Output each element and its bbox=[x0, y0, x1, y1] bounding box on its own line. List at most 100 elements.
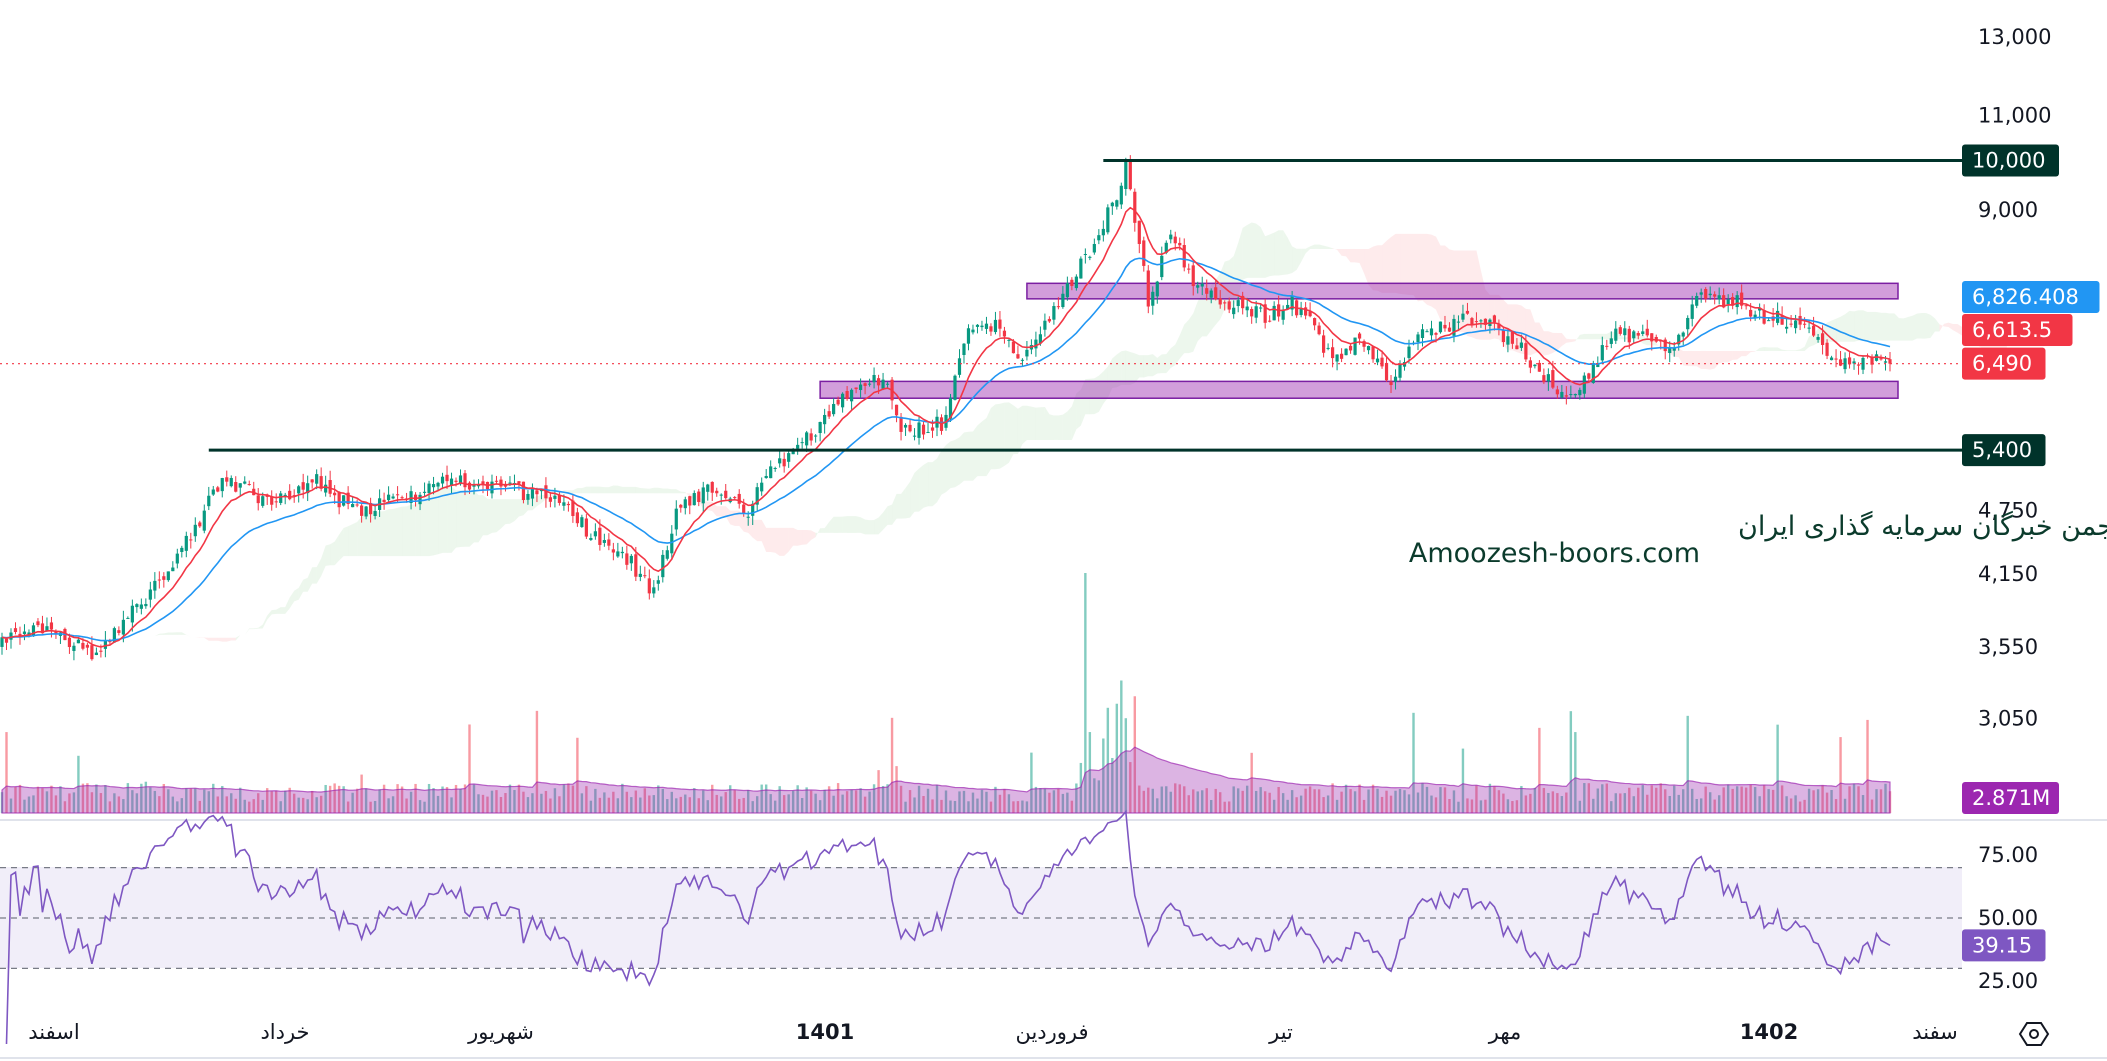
volume-bar bbox=[216, 796, 219, 813]
volume-bar bbox=[1313, 789, 1316, 813]
volume-bar bbox=[400, 786, 404, 813]
candle-body bbox=[1645, 328, 1649, 336]
cloud-segment bbox=[271, 609, 277, 615]
volume-bar bbox=[171, 796, 175, 813]
time-axis-label: فروردین bbox=[1015, 1020, 1088, 1044]
cloud-segment bbox=[384, 509, 389, 557]
cloud-segment bbox=[1678, 348, 1684, 366]
cloud-segment bbox=[1022, 405, 1027, 445]
volume-bar bbox=[697, 798, 700, 813]
candle-body bbox=[1843, 358, 1847, 370]
price-axis[interactable]: 13,000 11,000 9,000 4,750 4,150 3,550 3,050 75.… bbox=[1962, 25, 2100, 993]
cloud-segment bbox=[478, 495, 483, 543]
cloud-segment bbox=[1013, 405, 1018, 455]
time-axis-label: اسفند bbox=[28, 1020, 79, 1044]
cloud-segment bbox=[1485, 289, 1490, 340]
candle-body bbox=[1542, 375, 1546, 383]
candle-body bbox=[1672, 348, 1676, 351]
volume-bar bbox=[1740, 786, 1743, 813]
volume-bar bbox=[328, 785, 332, 813]
volume-bar bbox=[239, 787, 242, 813]
cloud-segment bbox=[1916, 312, 1922, 339]
volume-bar bbox=[1488, 783, 1492, 813]
candle-body bbox=[1578, 389, 1582, 396]
volume-bar bbox=[702, 790, 705, 813]
volume-bar bbox=[288, 787, 291, 813]
settings-icon[interactable] bbox=[2018, 1022, 2050, 1046]
cloud-segment bbox=[370, 509, 376, 557]
volume-bar bbox=[1682, 789, 1685, 813]
candle-body bbox=[885, 383, 890, 385]
cloud-segment bbox=[959, 432, 964, 485]
cloud-segment bbox=[1296, 248, 1302, 270]
candle-body bbox=[1052, 306, 1056, 320]
volume-bar bbox=[72, 792, 76, 813]
candle-body bbox=[975, 324, 980, 327]
candle-body bbox=[328, 480, 332, 494]
volume-bar bbox=[1412, 712, 1415, 813]
candle-body bbox=[463, 473, 467, 488]
cloud-segment bbox=[608, 485, 614, 494]
volume-bar bbox=[558, 796, 561, 813]
volume-bar bbox=[733, 790, 736, 813]
volume-bar bbox=[1228, 801, 1231, 813]
candle-body bbox=[45, 626, 49, 632]
candle-body bbox=[1555, 389, 1559, 395]
volume-bar bbox=[1331, 783, 1334, 813]
volume-bar bbox=[1852, 783, 1856, 813]
candle-body bbox=[1708, 293, 1712, 296]
candle-body bbox=[1056, 306, 1060, 308]
volume-bar bbox=[441, 786, 444, 813]
volume-bar bbox=[378, 789, 381, 813]
volume-bar bbox=[194, 788, 197, 813]
cloud-segment bbox=[833, 516, 839, 533]
candle-body bbox=[827, 411, 831, 417]
candle-body bbox=[1259, 307, 1263, 309]
volume-bar bbox=[1717, 795, 1721, 813]
cloud-segment bbox=[1921, 312, 1926, 339]
volume-bar bbox=[185, 788, 188, 813]
candle-body bbox=[40, 623, 45, 634]
volume-bar bbox=[1133, 696, 1136, 813]
candle-body bbox=[369, 502, 373, 515]
volume-bar bbox=[504, 793, 507, 813]
candle-body bbox=[580, 517, 584, 528]
price-zones bbox=[819, 282, 1899, 399]
volume-bar bbox=[540, 793, 543, 813]
candle-body bbox=[1263, 304, 1267, 323]
volume-bar bbox=[1079, 762, 1083, 813]
volume-bar bbox=[486, 796, 489, 813]
cloud-segment bbox=[1314, 244, 1320, 249]
volume-bar bbox=[1425, 786, 1429, 813]
volume-bar bbox=[315, 797, 318, 813]
volume-bar bbox=[854, 790, 858, 813]
ma-slow-label: 6,826.408 bbox=[1972, 285, 2079, 309]
volume-bar bbox=[1515, 800, 1519, 813]
candle-body bbox=[1834, 358, 1838, 360]
candle-body bbox=[1025, 349, 1029, 357]
volume-bar bbox=[1340, 791, 1343, 813]
volume-bar bbox=[1731, 788, 1734, 813]
cloud-segment bbox=[775, 527, 780, 556]
cloud-segment bbox=[1714, 350, 1720, 369]
volume-bar bbox=[387, 798, 390, 813]
volume-bar bbox=[1389, 795, 1393, 813]
cloud-segment bbox=[1570, 339, 1576, 343]
candle-body bbox=[157, 579, 161, 581]
cloud-segment bbox=[1373, 245, 1378, 291]
cloud-segment bbox=[972, 425, 978, 481]
candle-body bbox=[1227, 301, 1231, 310]
cloud-segment bbox=[388, 509, 394, 557]
volume-bar bbox=[1290, 790, 1294, 813]
candle-body bbox=[1420, 329, 1425, 339]
cloud-segment bbox=[644, 488, 650, 494]
volume-bar bbox=[1174, 783, 1177, 813]
volume-bar bbox=[1160, 786, 1163, 813]
time-axis[interactable]: اسفند خرداد شهریور 1401 فروردین تیر مهر 1402 سفن… bbox=[28, 1020, 1958, 1044]
cloud-segment bbox=[1071, 393, 1077, 440]
volume-bar bbox=[1281, 793, 1285, 813]
volume-bar bbox=[513, 790, 516, 813]
volume-bar bbox=[468, 724, 471, 813]
cloud-segment bbox=[1651, 341, 1657, 346]
